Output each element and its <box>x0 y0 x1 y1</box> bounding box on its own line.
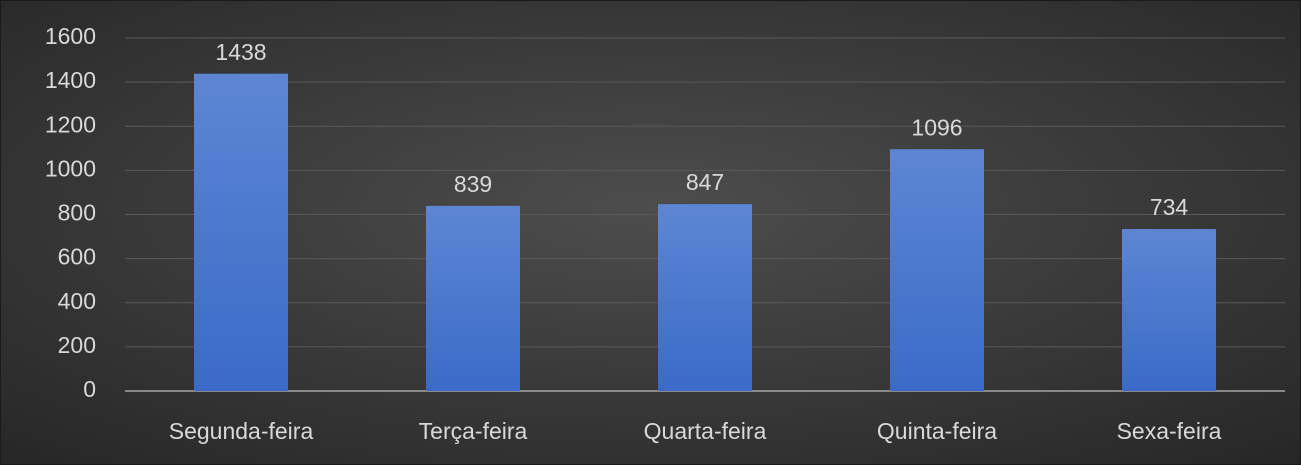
data-label: 734 <box>1150 194 1189 220</box>
x-tick-label: Terça-feira <box>419 418 528 444</box>
data-label: 1438 <box>215 39 266 65</box>
bar <box>1122 229 1216 391</box>
data-label: 839 <box>454 171 492 197</box>
y-tick-label: 200 <box>58 332 96 358</box>
y-tick-label: 1600 <box>45 23 96 49</box>
y-tick-label: 0 <box>83 376 96 402</box>
data-label: 847 <box>686 169 724 195</box>
x-tick-label: Quinta-feira <box>877 418 997 444</box>
y-tick-label: 400 <box>58 288 96 314</box>
bar <box>194 73 288 392</box>
y-tick-label: 1000 <box>45 155 96 181</box>
x-tick-label: Segunda-feira <box>169 418 314 444</box>
y-tick-label: 1200 <box>45 111 96 137</box>
bar <box>426 205 520 391</box>
bar <box>890 149 984 391</box>
x-tick-label: Quarta-feira <box>644 418 767 444</box>
y-tick-label: 1400 <box>45 67 96 93</box>
data-label: 1096 <box>911 114 962 140</box>
x-tick-label: Sexa-feira <box>1117 418 1222 444</box>
y-tick-label: 600 <box>58 244 96 270</box>
bar <box>658 204 752 391</box>
y-tick-label: 800 <box>58 200 96 226</box>
